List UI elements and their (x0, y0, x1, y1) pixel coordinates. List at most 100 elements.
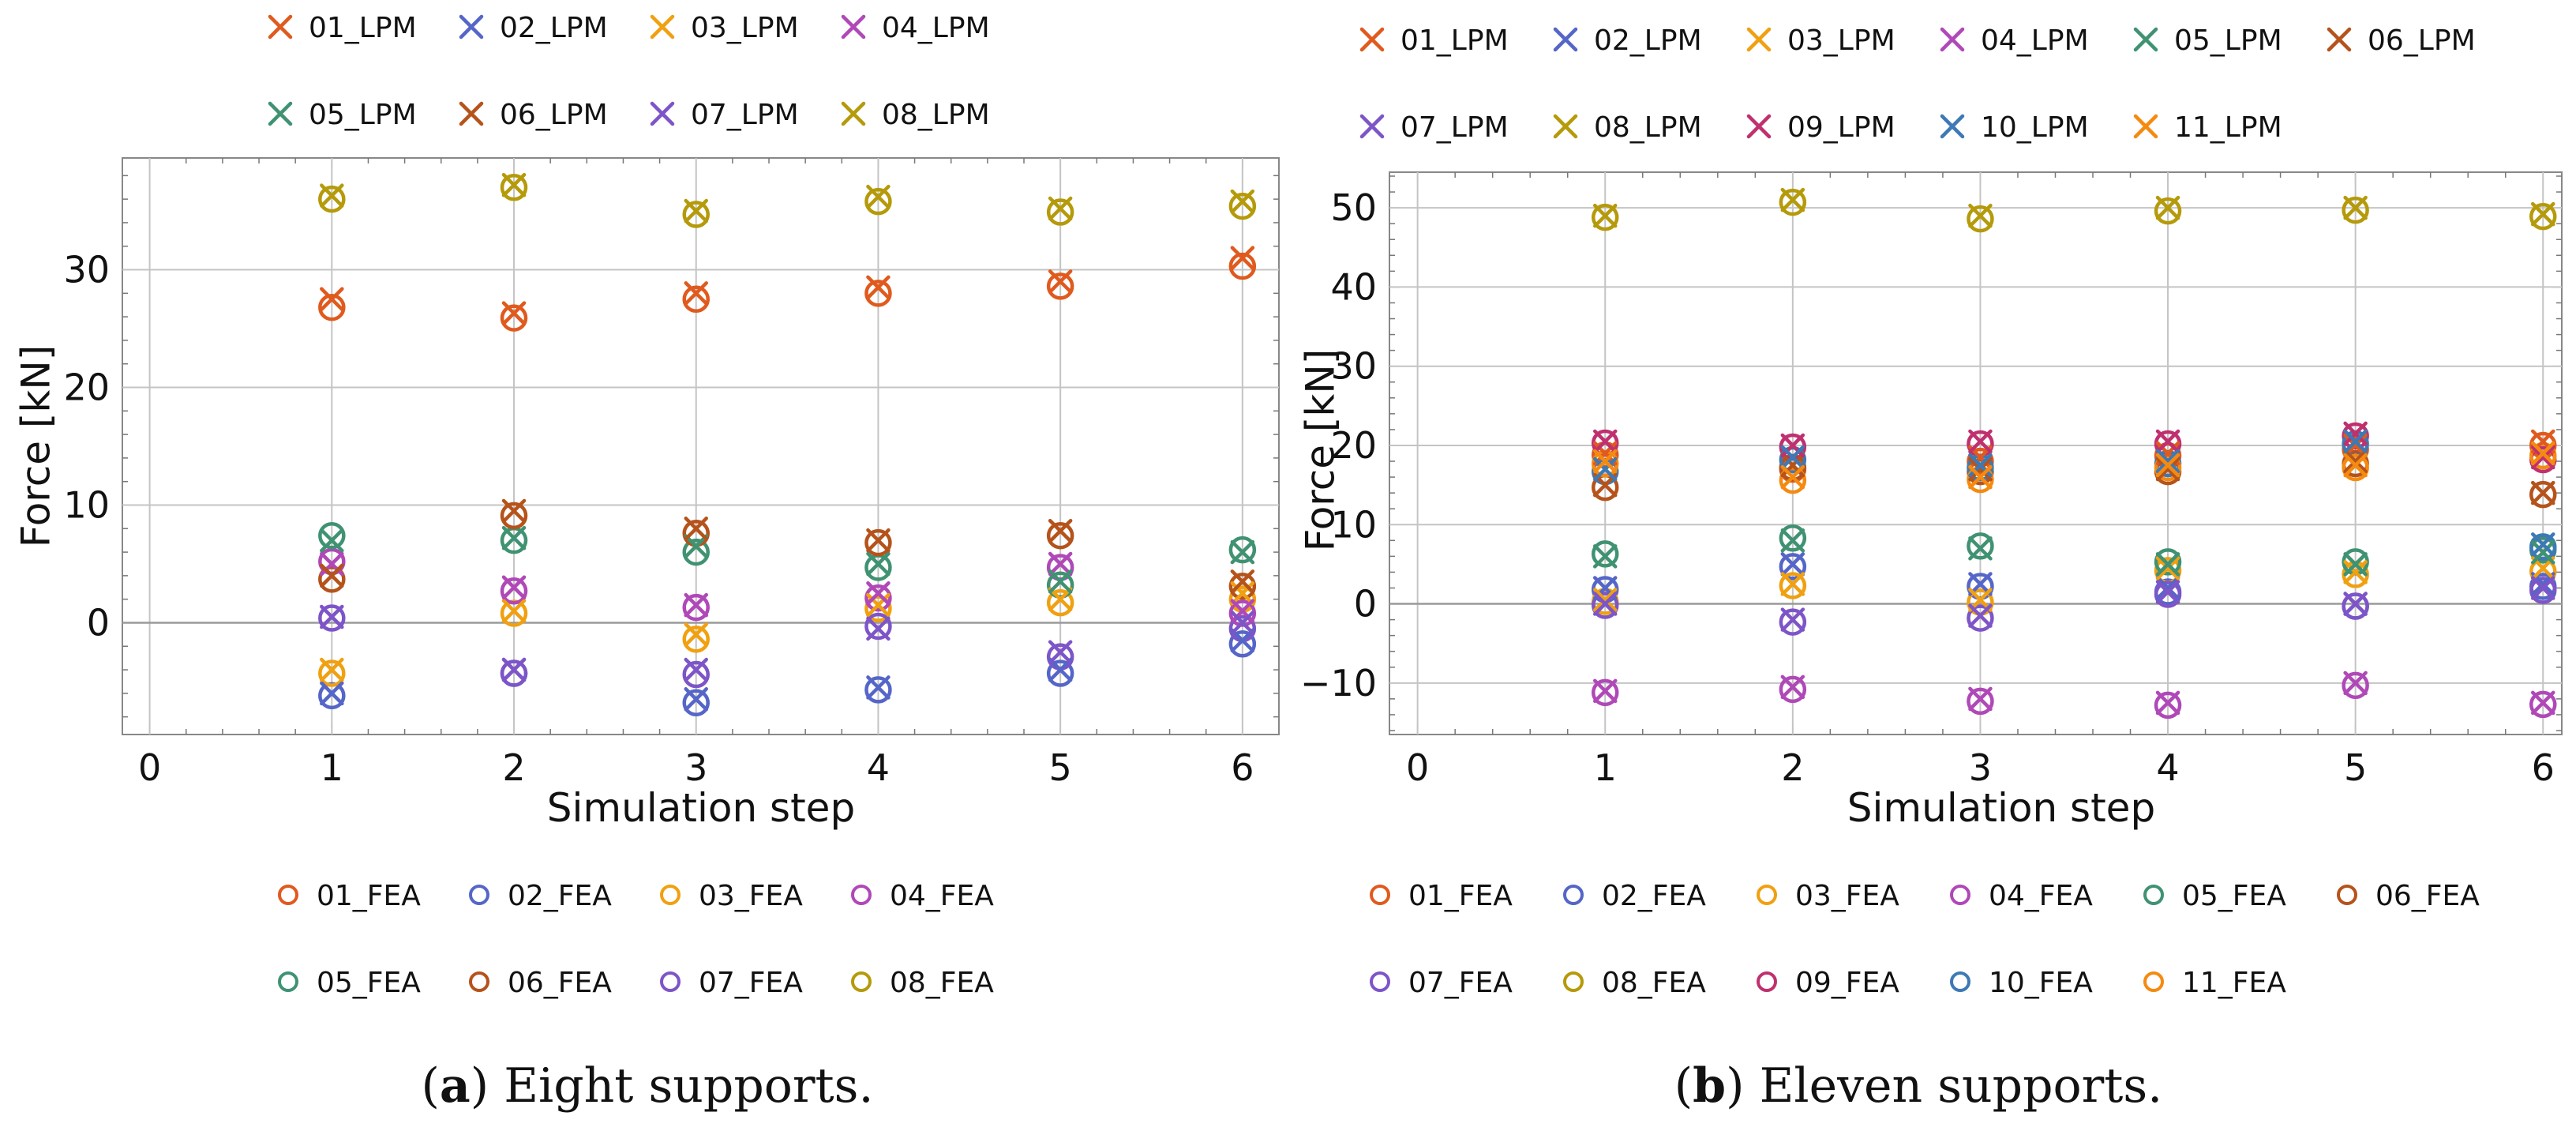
cross-stroke (1048, 269, 1073, 294)
lpm-point-05 (320, 528, 344, 553)
cross-stroke (2530, 532, 2555, 557)
fea-point-07 (2154, 581, 2182, 608)
cross-stroke (866, 616, 891, 641)
fea-point-02 (1779, 553, 1807, 581)
cross-stroke (1592, 457, 1618, 482)
legend-label-fea: 05_FEA (317, 967, 421, 999)
lpm-point-05 (1048, 569, 1073, 594)
cross-stroke (1940, 27, 1965, 52)
legend-label-fea: 05_FEA (2182, 880, 2286, 912)
lpm-point-02 (684, 687, 708, 712)
lpm-point-07 (320, 604, 344, 629)
fea-point-07 (2529, 577, 2557, 604)
cross-stroke (2155, 449, 2180, 474)
lpm-point-03 (320, 657, 344, 682)
lpm-point-04 (866, 581, 891, 606)
cross-stroke (1746, 114, 1772, 139)
lpm-point-01 (1048, 269, 1073, 294)
legend-label-lpm: 08_LPM (882, 99, 990, 131)
lpm-point-01 (501, 301, 527, 325)
lpm-point-05 (1968, 536, 1993, 561)
y-tick-label: −10 (1300, 662, 1377, 705)
cross-stroke (1592, 678, 1618, 704)
cross-stroke (1780, 552, 1805, 577)
legend-label-fea: 03_FEA (699, 880, 803, 912)
fea-point-10 (2529, 533, 2557, 561)
lpm-point-03 (1780, 572, 1805, 596)
lpm-point-03 (2155, 556, 2180, 581)
legend-label-lpm: 02_LPM (1594, 24, 1702, 57)
cross-stroke (1968, 464, 1993, 490)
cross-stroke (684, 687, 708, 712)
fea-point-04 (2529, 690, 2557, 719)
legend-item-lpm: 05_LPM (2133, 24, 2282, 57)
lpm-point-02 (866, 675, 891, 700)
cross-stroke (268, 101, 293, 126)
caption-paren: ( (421, 1058, 439, 1114)
lpm-point-02 (320, 681, 344, 706)
fea-point-03 (864, 595, 892, 622)
legend-label-lpm: 08_LPM (1594, 111, 1702, 144)
cross-stroke (2155, 429, 2180, 454)
legend-cross-marker (1746, 114, 1772, 139)
fea-point-04 (1967, 687, 1994, 716)
fea-point-11 (1779, 466, 1807, 494)
fea-point-08 (2529, 202, 2557, 231)
legend-cross-marker (2133, 27, 2158, 52)
cross-stroke (1780, 464, 1805, 490)
legend-label-lpm: 07_LPM (691, 99, 799, 131)
legend-label-lpm: 03_LPM (691, 12, 799, 44)
legend-cross-marker (268, 101, 293, 126)
caption-letter: a (440, 1058, 471, 1114)
cross-stroke (1780, 187, 1805, 212)
lpm-point-08 (2155, 195, 2180, 220)
fea-point-08 (1967, 205, 1994, 233)
lpm-point-02 (2155, 576, 2180, 600)
cross-stroke (1780, 528, 1805, 553)
lpm-point-06 (320, 563, 344, 588)
cross-stroke (1048, 640, 1073, 664)
cross-stroke (2155, 453, 2180, 478)
chart-panel-a: 0 1 2 3 4 5 6 0 10 20 30 Simulation step Force [kN] 0… (13, 12, 1280, 1114)
lpm-point-06 (2343, 449, 2368, 474)
cross-stroke (2343, 560, 2368, 584)
lpm-point-01 (320, 287, 344, 312)
cross-stroke (1968, 686, 1993, 712)
legend-item-lpm: 11_LPM (2133, 111, 2282, 144)
fea-point-04 (1591, 678, 1619, 707)
legend-item-fea: 04_FEA (851, 880, 994, 912)
cross-stroke (1230, 569, 1255, 594)
legend-cross-marker (650, 14, 675, 39)
cross-stroke (1048, 569, 1073, 594)
x-tick-label: 2 (502, 746, 525, 789)
fea-point-07 (864, 612, 892, 641)
lpm-point-07 (2530, 576, 2555, 600)
legend-item-lpm: 07_LPM (1359, 111, 1509, 144)
legend-item-lpm: 05_LPM (268, 99, 417, 131)
cross-stroke (1230, 539, 1255, 565)
cross-stroke (2343, 449, 2368, 474)
plot-frame (122, 157, 1280, 735)
lpm-point-07 (1048, 640, 1073, 664)
fea-point-08 (864, 187, 892, 216)
legend-circle-marker (469, 885, 489, 905)
fea-point-08 (1591, 203, 1619, 231)
lpm-point-01 (1230, 246, 1255, 270)
lpm-point-04 (684, 592, 708, 618)
x-tick-label: 3 (684, 746, 707, 789)
legend-label-fea: 01_FEA (317, 880, 421, 912)
x-tick-label: 1 (1594, 746, 1617, 789)
cross-stroke (320, 563, 344, 588)
legend-label-lpm: 04_LPM (882, 12, 990, 44)
lpm-point-03 (684, 622, 708, 647)
legend-label-lpm: 09_LPM (1787, 111, 1895, 144)
lpm-point-06 (2530, 480, 2555, 505)
legend-item-lpm: 04_LPM (841, 12, 990, 44)
legend-cross-marker (1553, 114, 1578, 139)
cross-stroke (684, 281, 708, 306)
cross-stroke (650, 101, 675, 126)
legend-cross-marker (1940, 27, 1965, 52)
legend-circle-marker (278, 971, 298, 992)
legend-circle-marker (1563, 971, 1584, 992)
